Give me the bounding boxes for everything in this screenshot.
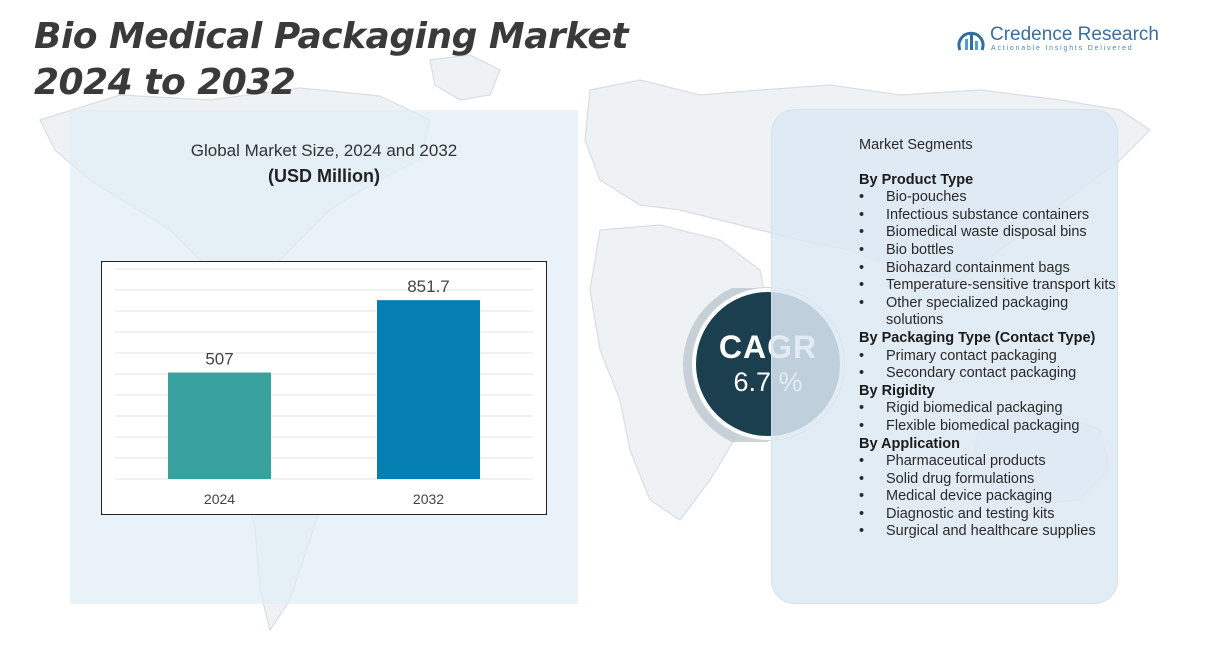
segment-item: Diagnostic and testing kits: [859, 506, 1121, 524]
logo-tagline: Actionable Insights Delivered: [991, 45, 1134, 52]
value-label-2032: 851.7: [407, 277, 450, 296]
category-label-2024: 2024: [204, 491, 235, 507]
value-label-2024: 507: [205, 350, 233, 369]
title-line-1: Bio Medical Packaging Market: [34, 16, 629, 57]
segment-item: Biohazard containment bags: [859, 260, 1121, 278]
segment-group-title: By Packaging Type (Contact Type): [859, 329, 1096, 346]
credence-research-logo[interactable]: Credence Research Actionable Insights De…: [956, 22, 1159, 58]
segment-item: Secondary contact packaging: [859, 365, 1121, 383]
title-line-2: 2024 to 2032: [34, 62, 296, 103]
page-title: Bio Medical Packaging Market 2024 to 203…: [34, 14, 629, 106]
segment-group-title: By Product Type: [859, 171, 974, 188]
segment-list-application: Pharmaceutical products Solid drug formu…: [859, 453, 1121, 541]
segment-list-product-type: Bio-pouches Infectious substance contain…: [859, 189, 1121, 330]
chart-title: Global Market Size, 2024 and 2032: [190, 141, 458, 160]
segment-item: Rigid biomedical packaging: [859, 400, 1121, 418]
logo-mark-icon: [957, 31, 985, 51]
market-size-bar-chart: 507 2024 851.7 2032: [101, 261, 547, 515]
market-segments: Market Segments By Product Type Bio-pouc…: [859, 137, 1121, 541]
segment-item: Other specialized packaging solutions: [859, 295, 1121, 330]
segment-item: Temperature-sensitive transport kits: [859, 277, 1121, 295]
segment-item: Bio bottles: [859, 242, 1121, 260]
segment-item: Flexible biomedical packaging: [859, 418, 1121, 436]
segment-item: Biomedical waste disposal bins: [859, 224, 1121, 242]
bar-2032: [377, 300, 480, 479]
segment-group-title: By Rigidity: [859, 382, 935, 399]
segments-heading: Market Segments: [859, 137, 973, 153]
segment-item: Medical device packaging: [859, 488, 1121, 506]
category-label-2032: 2032: [413, 491, 444, 507]
segment-group-title: By Application: [859, 435, 960, 452]
segment-item: Pharmaceutical products: [859, 453, 1121, 471]
chart-subtitle: (USD Million): [268, 166, 380, 186]
segment-item: Primary contact packaging: [859, 348, 1121, 366]
segment-item: Bio-pouches: [859, 189, 1121, 207]
segment-item: Infectious substance containers: [859, 207, 1121, 225]
segment-item: Solid drug formulations: [859, 471, 1121, 489]
logo-name: Credence Research: [990, 24, 1159, 45]
segment-item: Surgical and healthcare supplies: [859, 523, 1121, 541]
bar-2024: [168, 372, 271, 479]
segment-list-rigidity: Rigid biomedical packaging Flexible biom…: [859, 400, 1121, 435]
segment-list-packaging-type: Primary contact packaging Secondary cont…: [859, 348, 1121, 383]
